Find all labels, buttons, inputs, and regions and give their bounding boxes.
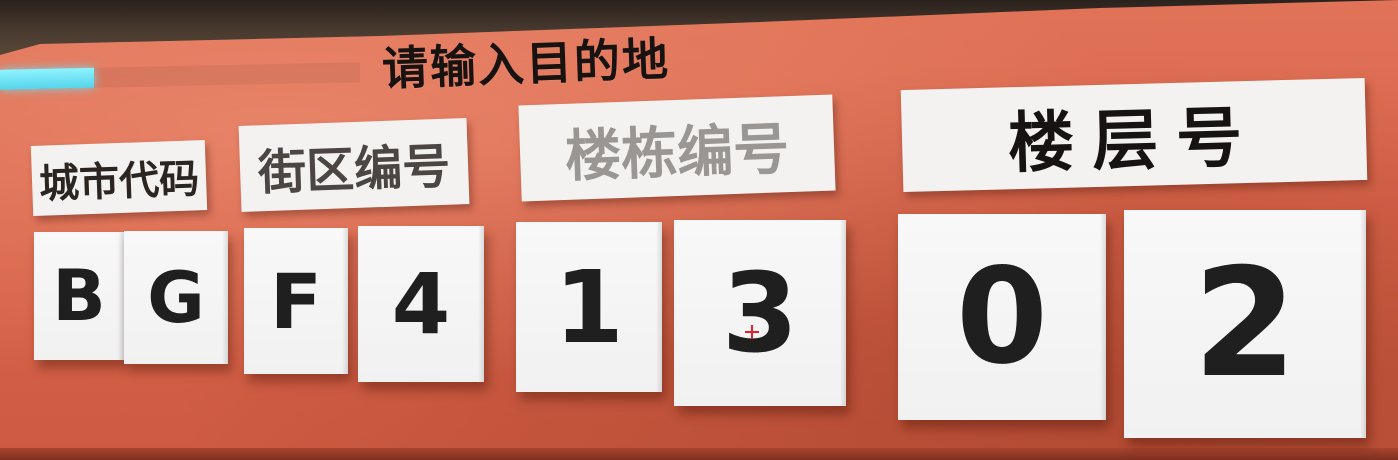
crosshair-icon [745,325,759,339]
header-floor-number: 楼层号 [900,77,1368,193]
code-panel-building-1[interactable]: 1 [516,222,662,392]
destination-prompt: 请输入目的地 [381,31,671,96]
header-block-number: 街区编号 [238,118,470,212]
code-panel-floor-1[interactable]: 0 [898,214,1106,420]
code-panel-city-2[interactable]: G [124,231,228,364]
code-panel-block-1[interactable]: F [244,228,348,374]
code-panel-city-1[interactable]: B [34,232,124,360]
code-panel-building-2[interactable]: 3 [674,220,846,406]
progress-fill [0,67,94,90]
code-panel-floor-2[interactable]: 2 [1124,210,1366,438]
floor-strip [0,448,1398,460]
header-building-number: 楼栋编号 [518,94,836,202]
code-panel-block-2[interactable]: 4 [358,226,484,382]
header-city-code: 城市代码 [30,139,208,217]
